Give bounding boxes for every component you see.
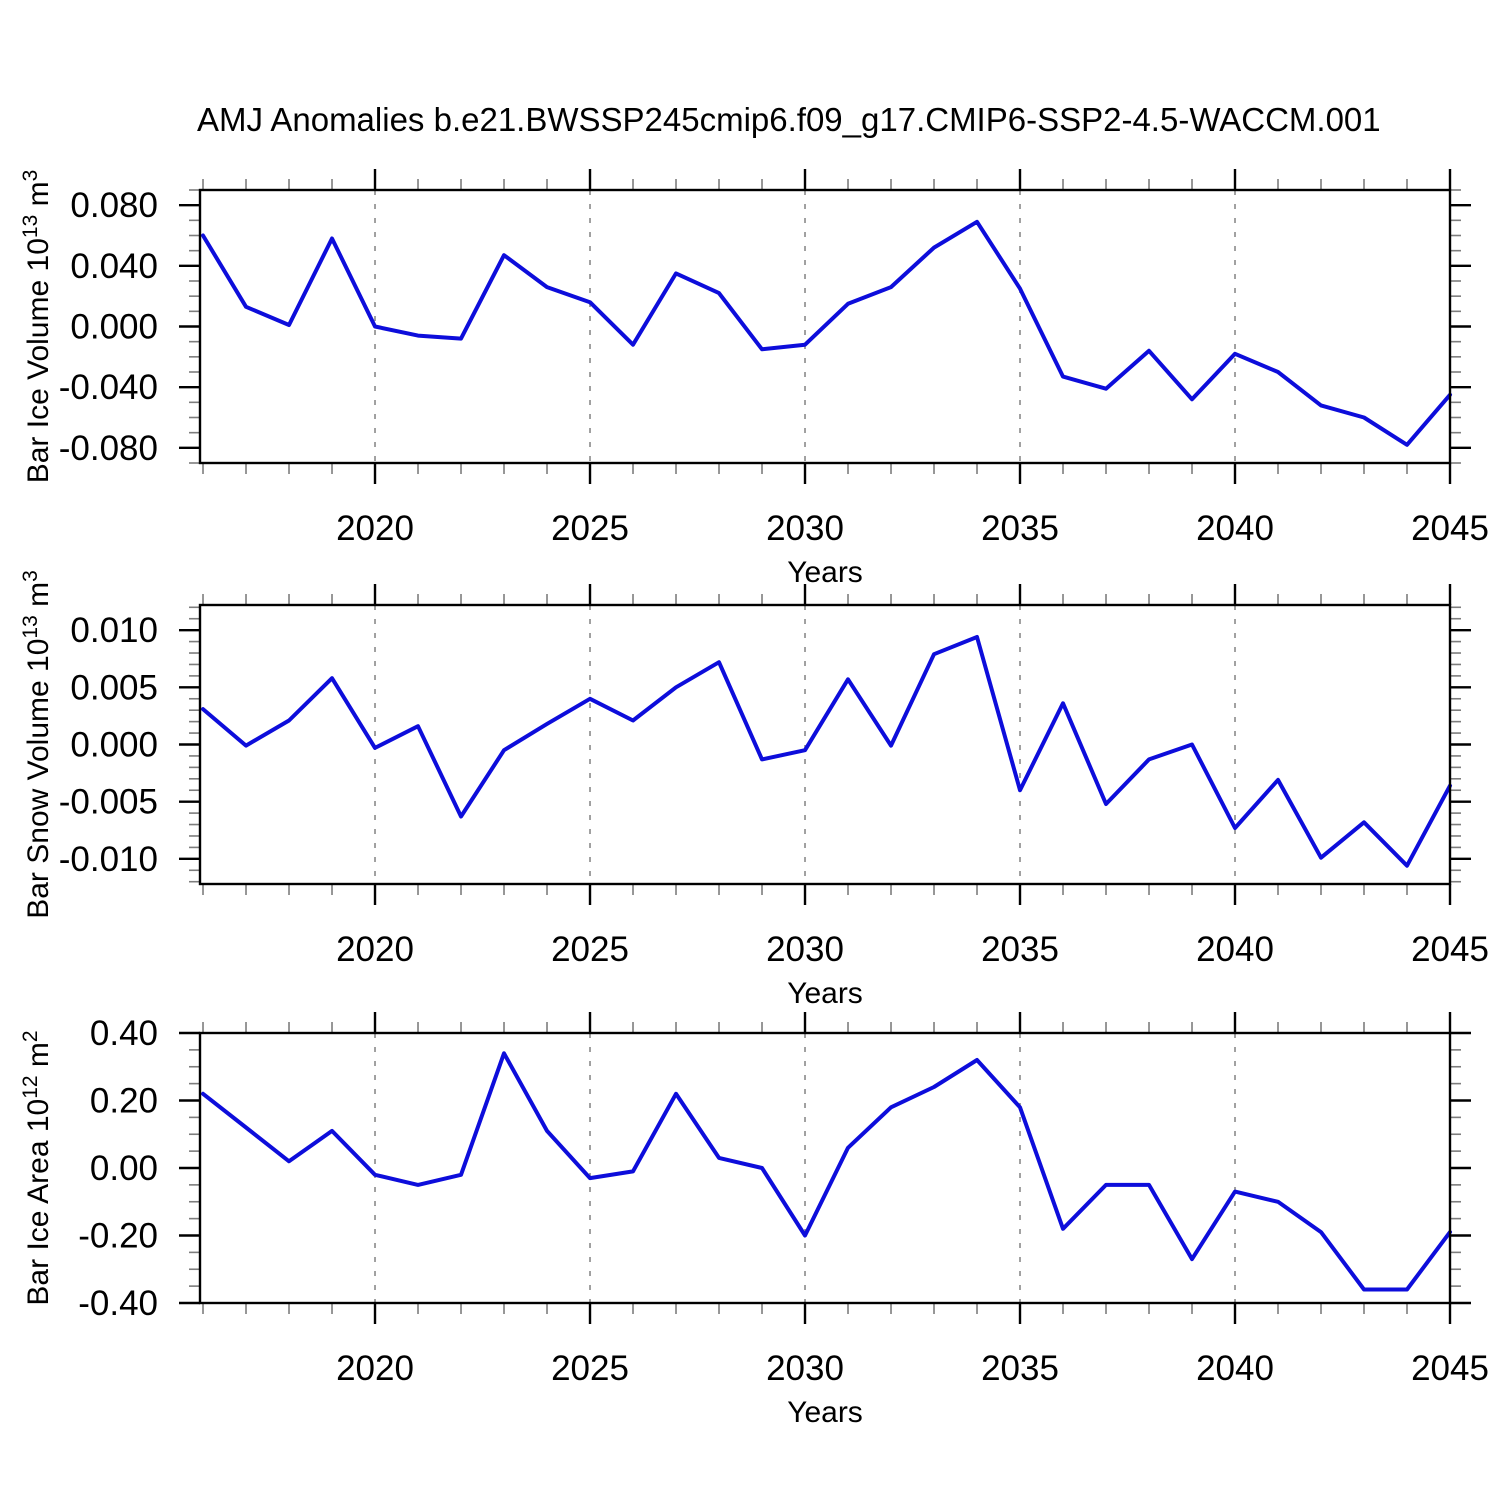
x-axis-title: Years	[787, 1396, 863, 1429]
x-tick-label: 2025	[551, 930, 629, 969]
y-tick-label: 0.000	[70, 308, 158, 347]
y-tick-label: 0.40	[90, 1014, 158, 1053]
data-line-bar-snow-volume	[201, 635, 1452, 868]
panels-group: 0.080 0.040 0.000 -0.040 -0.080 2020 2025 2030 2…	[19, 169, 1489, 1429]
x-tick-label: 2040	[1196, 930, 1274, 969]
x-tick-label: 2030	[766, 930, 844, 969]
panel-frame	[198, 188, 1452, 465]
data-line-bar-ice-volume	[201, 219, 1452, 447]
y-tick-label: 0.005	[70, 668, 158, 707]
y-tick-label: -0.20	[78, 1217, 158, 1256]
y-tick-label: -0.080	[59, 429, 158, 468]
x-axis-title: Years	[787, 556, 863, 589]
y-tick-label: 0.010	[70, 611, 158, 650]
y-axis-title: Bar Ice Volume 1013 m3	[19, 170, 55, 484]
y-axis-title: Bar Ice Area 1012 m2	[19, 1030, 55, 1305]
y-tick-label: -0.010	[59, 840, 158, 879]
panel-bar-ice-volume: 0.080 0.040 0.000 -0.040 -0.080 2020 2025 2030 2…	[19, 169, 1489, 589]
x-tick-label: 2040	[1196, 509, 1274, 548]
x-tick-label: 2025	[551, 1349, 629, 1388]
panel-frame	[198, 603, 1452, 886]
x-tick-label: 2045	[1411, 1349, 1489, 1388]
x-tick-label: 2020	[336, 930, 414, 969]
x-tick-label: 2020	[336, 509, 414, 548]
data-line-bar-ice-area	[201, 1051, 1452, 1292]
x-tick-label: 2020	[336, 1349, 414, 1388]
y-tick-label: 0.080	[70, 186, 158, 225]
x-tick-label: 2035	[981, 930, 1059, 969]
panel-frame	[198, 1031, 1452, 1305]
y-tick-label: 0.000	[70, 726, 158, 765]
chart-title: AMJ Anomalies b.e21.BWSSP245cmip6.f09_g1…	[197, 101, 1381, 138]
y-tick-label: 0.00	[90, 1149, 158, 1188]
x-tick-label: 2035	[981, 509, 1059, 548]
x-tick-label: 2040	[1196, 1349, 1274, 1388]
y-axis-title: Bar Snow Volume 1013 m3	[19, 570, 55, 919]
y-tick-label: -0.40	[78, 1284, 158, 1323]
y-tick-label: -0.040	[59, 368, 158, 407]
y-tick-label: 0.040	[70, 247, 158, 286]
x-tick-label: 2035	[981, 1349, 1059, 1388]
x-tick-label: 2025	[551, 509, 629, 548]
x-axis-title: Years	[787, 977, 863, 1010]
y-tick-label: -0.005	[59, 783, 158, 822]
panel-bar-ice-area: 0.40 0.20 0.00 -0.20 -0.40 2020 2025 2030 2035 20…	[19, 1012, 1489, 1429]
y-tick-label: 0.20	[90, 1082, 158, 1121]
x-tick-label: 2045	[1411, 509, 1489, 548]
x-tick-label: 2045	[1411, 930, 1489, 969]
x-tick-label: 2030	[766, 1349, 844, 1388]
x-tick-label: 2030	[766, 509, 844, 548]
panel-bar-snow-volume: 0.010 0.005 0.000 -0.005 -0.010 2020 2025 2030 2…	[19, 570, 1489, 1010]
